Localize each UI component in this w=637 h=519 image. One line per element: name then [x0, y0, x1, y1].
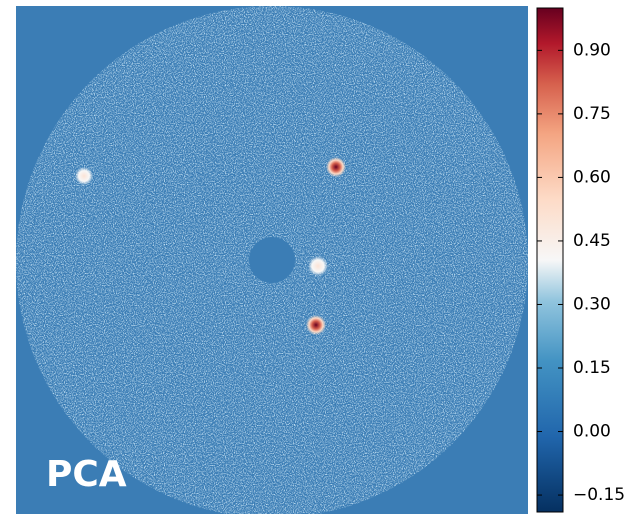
colorbar-tick-label: −0.15: [573, 485, 625, 505]
image: [16, 6, 528, 514]
colorbar-tick-label: 0.15: [573, 358, 611, 378]
colorbar-tick-label: 0.75: [573, 104, 611, 124]
colorbar-tick-label: 0.30: [573, 294, 611, 314]
colorbar-tick-label: 0.90: [573, 40, 611, 60]
colorbar: [537, 8, 563, 512]
panel-label: PCA: [46, 454, 127, 495]
colorbar-tick-label: 0.60: [573, 167, 611, 187]
chart: PCA −0.15 0.00 0.15 0.30 0.45 0.60 0.75 0.90: [0, 0, 637, 515]
colorbar-tick-label: 0.45: [573, 231, 611, 251]
colorbar-tick-label: 0.00: [573, 422, 611, 442]
